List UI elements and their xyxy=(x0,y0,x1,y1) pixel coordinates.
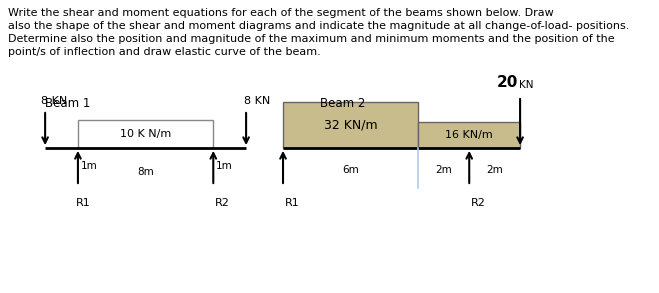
Bar xyxy=(283,102,418,148)
Text: 2m: 2m xyxy=(436,165,452,175)
Text: 1m: 1m xyxy=(215,161,233,171)
Text: Determine also the position and magnitude of the maximum and minimum moments and: Determine also the position and magnitud… xyxy=(8,34,615,44)
Text: also the shape of the shear and moment diagrams and indicate the magnitude at al: also the shape of the shear and moment d… xyxy=(8,21,629,31)
Text: 20: 20 xyxy=(497,75,519,90)
Text: 32 KN/m: 32 KN/m xyxy=(324,118,378,132)
Text: Beam 1: Beam 1 xyxy=(45,97,90,110)
Text: 8 KN: 8 KN xyxy=(41,96,67,106)
Text: 8m: 8m xyxy=(137,167,154,177)
Bar xyxy=(78,120,214,148)
Text: Beam 2: Beam 2 xyxy=(320,97,365,110)
Text: 16 KN/m: 16 KN/m xyxy=(445,130,493,140)
Text: R2: R2 xyxy=(215,198,230,208)
Bar xyxy=(418,122,520,148)
Text: R1: R1 xyxy=(285,198,299,208)
Text: KN: KN xyxy=(519,80,534,90)
Text: point/s of inflection and draw elastic curve of the beam.: point/s of inflection and draw elastic c… xyxy=(8,47,321,57)
Text: Write the shear and moment equations for each of the segment of the beams shown : Write the shear and moment equations for… xyxy=(8,8,554,18)
Text: 6m: 6m xyxy=(342,165,359,175)
Text: 2m: 2m xyxy=(486,165,503,175)
Text: 1m: 1m xyxy=(80,161,97,171)
Text: 10 K N/m: 10 K N/m xyxy=(120,129,171,139)
Text: 8 KN: 8 KN xyxy=(244,96,271,106)
Text: R2: R2 xyxy=(471,198,486,208)
Text: R1: R1 xyxy=(76,198,90,208)
